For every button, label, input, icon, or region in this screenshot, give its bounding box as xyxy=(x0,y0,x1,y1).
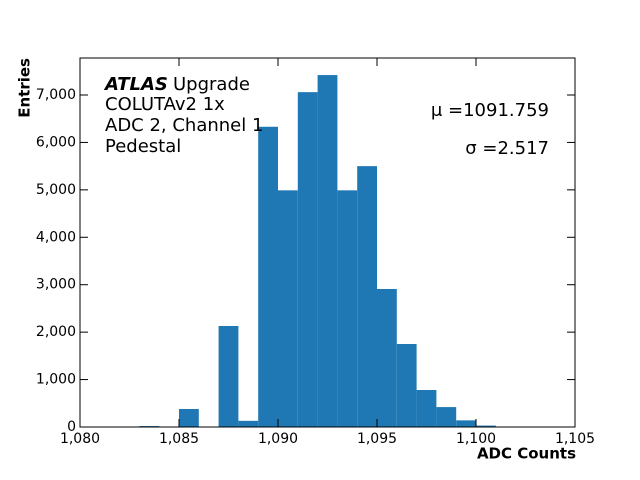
bar xyxy=(337,190,358,427)
y-tick-label: 4,000 xyxy=(36,229,76,245)
plot-area xyxy=(139,75,496,427)
x-tick-label: 1,100 xyxy=(456,431,496,447)
annotation: ADC 2, Channel 1 xyxy=(105,115,263,136)
y-tick-label: 6,000 xyxy=(36,134,76,150)
y-axis-label: Entries xyxy=(16,58,34,118)
annotation: Upgrade xyxy=(173,74,250,95)
x-tick-label: 1,105 xyxy=(555,431,595,447)
mean-label: μ =1091.759 xyxy=(431,100,549,121)
bar xyxy=(357,166,377,427)
bar xyxy=(476,425,496,427)
bar xyxy=(416,390,437,427)
y-tick-label: 3,000 xyxy=(36,277,76,293)
y-tick-label: 2,000 xyxy=(36,324,76,340)
annotation: COLUTAv2 1x xyxy=(105,94,225,115)
bar xyxy=(317,75,338,427)
atlas-label: ATLAS xyxy=(103,74,168,95)
bar xyxy=(238,420,259,427)
x-tick-label: 1,090 xyxy=(258,431,298,447)
x-tick-label: 1,095 xyxy=(357,431,397,447)
annotation: Pedestal xyxy=(105,136,181,157)
bar xyxy=(278,190,298,427)
x-tick-label: 1,085 xyxy=(159,431,199,447)
sigma-label: σ =2.517 xyxy=(465,138,549,159)
x-axis-label: ADC Counts xyxy=(477,445,576,463)
bar xyxy=(436,407,457,427)
axes-frame xyxy=(79,57,576,428)
y-tick-label: 1,000 xyxy=(36,372,76,388)
bar xyxy=(258,126,278,427)
bar xyxy=(179,408,199,427)
bar xyxy=(396,343,417,427)
bar xyxy=(377,288,397,427)
x-tick-label: 1,080 xyxy=(60,431,100,447)
y-tick-label: 5,000 xyxy=(36,182,76,198)
bar xyxy=(297,92,318,427)
bar xyxy=(456,420,476,427)
y-tick-label: 0 xyxy=(67,419,76,435)
y-tick-label: 7,000 xyxy=(36,87,76,103)
bar xyxy=(218,325,239,427)
